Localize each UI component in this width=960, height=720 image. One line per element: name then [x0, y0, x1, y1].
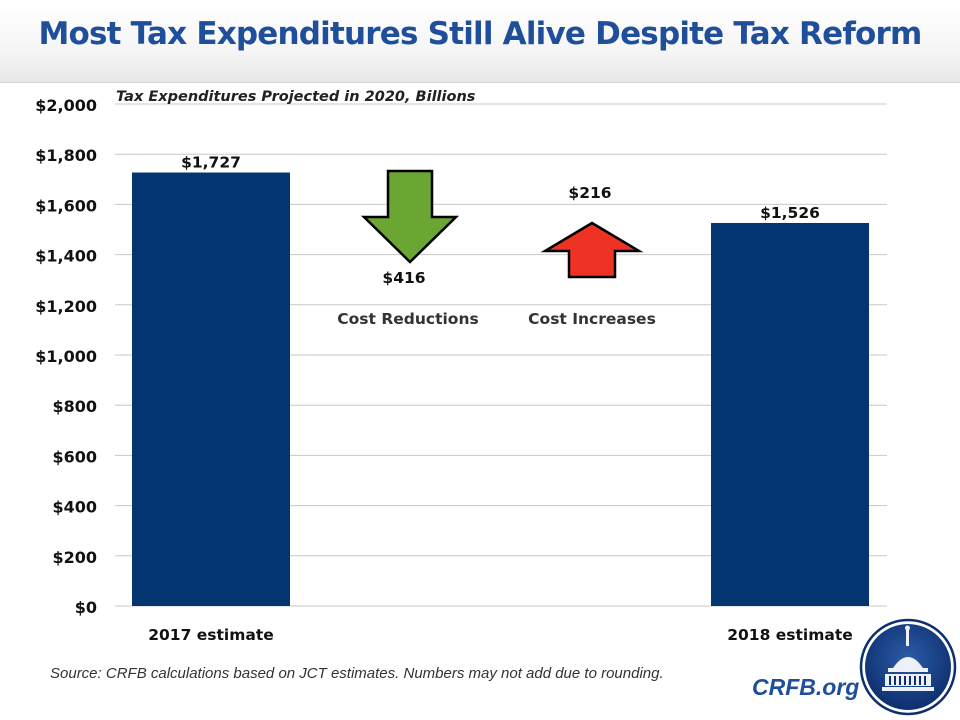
y-tick-label: $200 — [52, 548, 97, 567]
cost-increase-arrow — [540, 221, 644, 279]
y-tick-label: $400 — [52, 498, 97, 517]
y-tick-label: $1,800 — [35, 146, 97, 165]
data-label: $416 — [382, 269, 425, 287]
chart-title: Tax Expenditures Projected in 2020, Bill… — [116, 89, 476, 105]
y-tick-label: $0 — [75, 598, 97, 617]
y-tick-label: $1,000 — [35, 347, 97, 366]
y-tick-label: $1,200 — [35, 297, 97, 316]
x-category-label: 2018 estimate — [727, 626, 853, 644]
data-label: $216 — [568, 184, 611, 202]
data-label: $1,727 — [181, 154, 241, 172]
y-tick-label: $2,000 — [35, 96, 97, 115]
header-band: Most Tax Expenditures Still Alive Despit… — [0, 0, 960, 83]
x-category-label: Cost Increases — [528, 310, 656, 328]
x-category-label: Cost Reductions — [337, 310, 478, 328]
y-tick-label: $600 — [52, 447, 97, 466]
x-category-label: 2017 estimate — [148, 626, 274, 644]
y-tick-label: $800 — [52, 397, 97, 416]
y-tick-label: $1,600 — [35, 196, 97, 215]
cost-reduction-arrow — [360, 169, 460, 264]
data-label: $1,526 — [760, 204, 820, 222]
page-title: Most Tax Expenditures Still Alive Despit… — [38, 16, 922, 52]
bar-2017-estimate — [132, 172, 290, 606]
bar-2018-estimate — [711, 222, 869, 606]
site-link[interactable]: CRFB.org — [752, 674, 860, 700]
source-note: Source: CRFB calculations based on JCT e… — [50, 665, 664, 682]
y-tick-label: $1,400 — [35, 247, 97, 266]
